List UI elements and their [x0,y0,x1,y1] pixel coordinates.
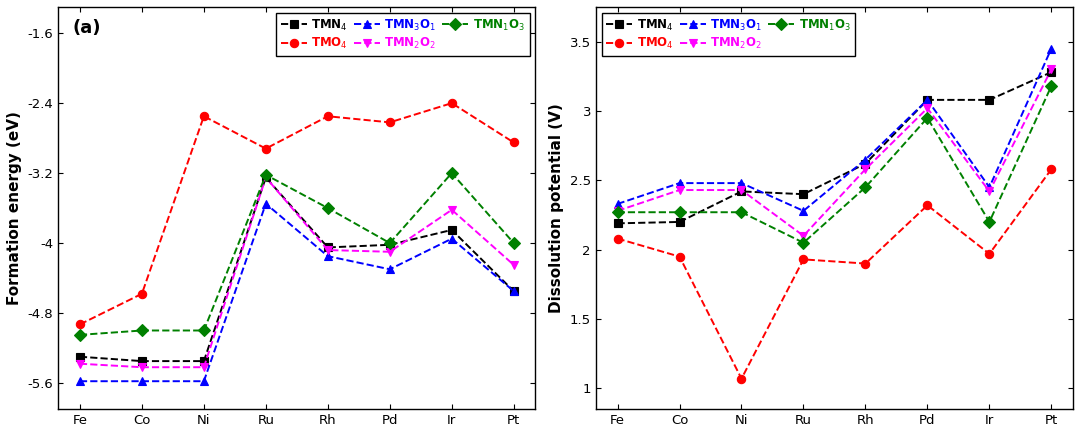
Text: (a): (a) [72,19,102,37]
Legend: TMN$_4$, TMO$_4$, TMN$_3$O$_1$, TMN$_2$O$_2$, TMN$_1$O$_3$, : TMN$_4$, TMO$_4$, TMN$_3$O$_1$, TMN$_2$O… [602,13,855,56]
Y-axis label: Formation energy (eV): Formation energy (eV) [6,111,22,305]
Legend: TMN$_4$, TMO$_4$, TMN$_3$O$_1$, TMN$_2$O$_2$, TMN$_1$O$_3$, : TMN$_4$, TMO$_4$, TMN$_3$O$_1$, TMN$_2$O… [275,13,529,56]
Y-axis label: Dissolution potential (V): Dissolution potential (V) [550,103,565,313]
Text: (b): (b) [610,19,639,37]
